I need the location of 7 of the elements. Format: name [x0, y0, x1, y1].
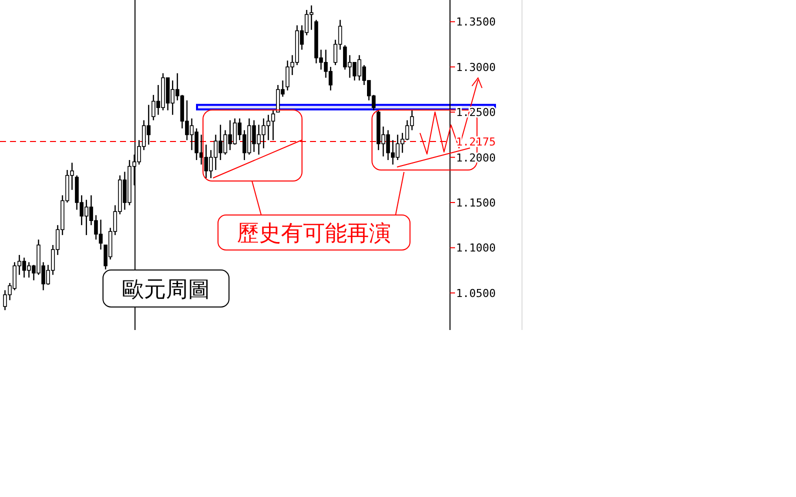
annotation: 歐元周圖	[122, 278, 210, 302]
y-tick-label: 1.3500	[456, 16, 496, 29]
y-tick-label: 1.1000	[456, 242, 496, 255]
annotation: 歷史有可能再演	[237, 222, 391, 246]
y-tick-label: 1.3000	[456, 60, 496, 74]
y-tick-label: 1.1500	[456, 196, 496, 210]
y-tick-label: 1.0500	[456, 286, 496, 300]
